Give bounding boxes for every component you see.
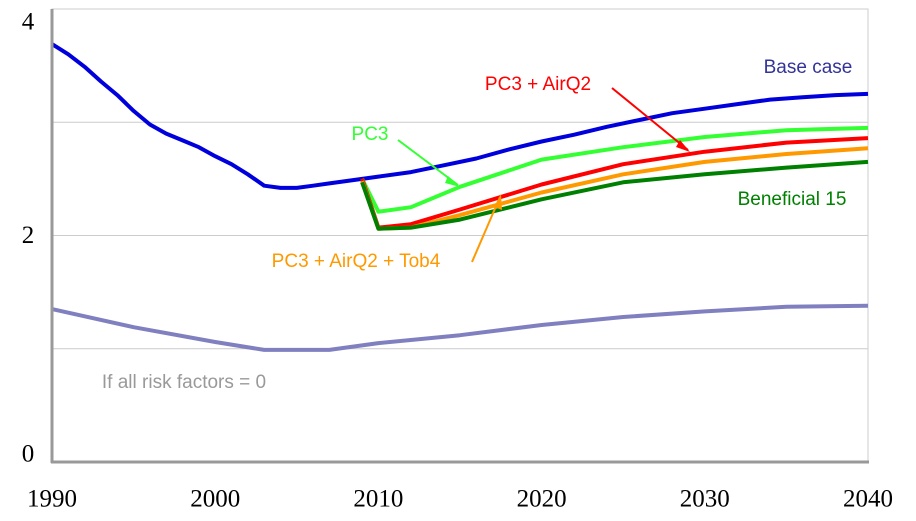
arrows bbox=[397, 87, 690, 263]
series-line bbox=[360, 125, 869, 214]
series-line bbox=[360, 159, 869, 231]
y-tick-label: 4 bbox=[22, 9, 35, 36]
series-line bbox=[51, 303, 869, 352]
annotation: PC3 + AirQ2 bbox=[485, 74, 591, 95]
arrow bbox=[611, 87, 689, 151]
x-tick-label: 2000 bbox=[190, 486, 240, 513]
annotation: PC3 + AirQ2 + Tob4 bbox=[272, 251, 441, 272]
x-tick-label: 2010 bbox=[353, 486, 403, 513]
annotation: PC3 bbox=[352, 124, 389, 145]
arrow-head bbox=[494, 194, 502, 210]
x-tick-label: 2030 bbox=[680, 486, 730, 513]
annotation: If all risk factors = 0 bbox=[102, 372, 266, 393]
x-tick-label: 2020 bbox=[517, 486, 567, 513]
y-tick-label: 2 bbox=[22, 222, 35, 249]
arrow-head bbox=[676, 140, 690, 152]
annotation: Beneficial 15 bbox=[738, 189, 847, 210]
x-tick-label: 2040 bbox=[843, 486, 893, 513]
annotation: Base case bbox=[764, 57, 853, 78]
series-line bbox=[50, 42, 869, 190]
arrow-head bbox=[445, 176, 460, 187]
arrow bbox=[471, 196, 501, 263]
y-tick-label: 0 bbox=[22, 441, 35, 468]
x-tick-label: 1990 bbox=[27, 486, 77, 513]
